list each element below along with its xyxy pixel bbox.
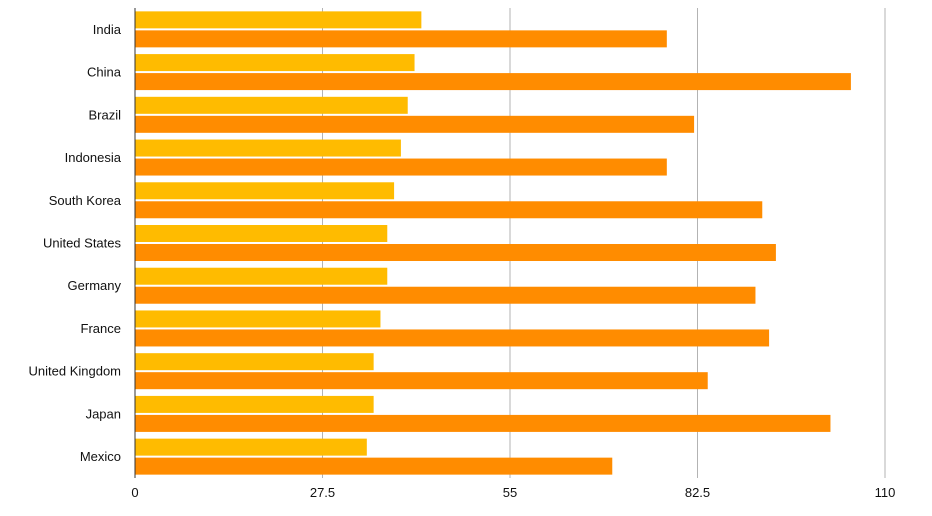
bar-series-1 xyxy=(135,395,374,413)
category-label: United Kingdom xyxy=(29,364,122,379)
bar-series-1 xyxy=(135,54,415,72)
bar-series-2 xyxy=(135,73,851,91)
category-label: South Korea xyxy=(49,193,122,208)
labels: 0 27.5 55 82.5 110 India China Brazil Indonesia S… xyxy=(29,22,896,500)
category-label: United States xyxy=(43,236,122,251)
category-label: Mexico xyxy=(80,449,121,464)
bar-series-2 xyxy=(135,115,695,133)
x-tick-label: 82.5 xyxy=(685,485,710,500)
bar-series-2 xyxy=(135,244,776,261)
category-label: India xyxy=(93,22,122,37)
category-label: Indonesia xyxy=(65,150,122,165)
x-tick-label: 55 xyxy=(503,485,517,500)
x-tick-label: 110 xyxy=(875,485,896,500)
bar-series-1 xyxy=(135,267,388,285)
bars xyxy=(135,11,851,475)
bar-series-1 xyxy=(135,310,381,328)
x-tick-label: 0 xyxy=(131,485,138,500)
bar-series-2 xyxy=(135,329,770,347)
bar-series-1 xyxy=(135,96,408,114)
category-label: Germany xyxy=(68,278,122,293)
bar-series-1 xyxy=(135,139,401,157)
bar-series-1 xyxy=(135,11,422,29)
bar-series-2 xyxy=(135,158,667,176)
category-label: France xyxy=(81,321,121,336)
category-label: Brazil xyxy=(88,107,121,122)
category-label: Japan xyxy=(86,406,121,421)
bar-series-1 xyxy=(135,353,374,371)
bar-series-2 xyxy=(135,30,667,48)
bar-series-2 xyxy=(135,201,763,219)
bar-series-1 xyxy=(135,438,367,456)
bar-series-2 xyxy=(135,457,613,475)
bar-series-2 xyxy=(135,286,756,304)
category-label: China xyxy=(87,65,122,80)
bar-series-1 xyxy=(135,225,388,242)
bar-series-2 xyxy=(135,372,708,390)
x-tick-label: 27.5 xyxy=(310,485,335,500)
bar-series-1 xyxy=(135,182,395,200)
bar-series-2 xyxy=(135,414,831,432)
